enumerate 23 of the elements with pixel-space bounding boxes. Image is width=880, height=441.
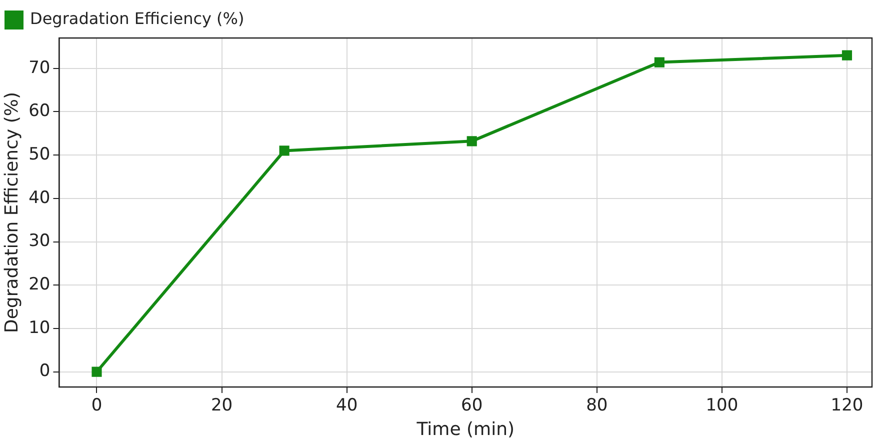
point — [654, 57, 664, 68]
x-tick-label: 120 — [830, 396, 864, 416]
y-tick-label: 30 — [28, 231, 50, 252]
x-tick-label: 40 — [336, 396, 358, 416]
legend-label: Degradation Efficiency (%) — [30, 9, 244, 28]
y-tick-label: 40 — [28, 188, 50, 208]
y-tick-label: 0 — [39, 361, 50, 382]
y-tick-label: 10 — [28, 318, 50, 338]
x-tick-label: 80 — [586, 396, 608, 416]
x-tick-label: 0 — [91, 396, 102, 416]
y-tick-label: 50 — [28, 144, 50, 164]
point — [279, 146, 290, 156]
y-axis-title: Degradation Efficiency (%) — [1, 92, 22, 334]
point — [466, 136, 477, 146]
point — [92, 366, 102, 377]
y-tick-label: 60 — [28, 101, 50, 122]
x-tick-label: 20 — [210, 396, 233, 416]
y-tick-label: 70 — [28, 58, 50, 78]
x-tick-label: 100 — [706, 396, 738, 416]
y-tick-label: 20 — [28, 274, 50, 295]
point — [842, 50, 852, 60]
x-tick-label: 60 — [461, 396, 483, 416]
x-axis-title: Time (min) — [416, 418, 514, 440]
